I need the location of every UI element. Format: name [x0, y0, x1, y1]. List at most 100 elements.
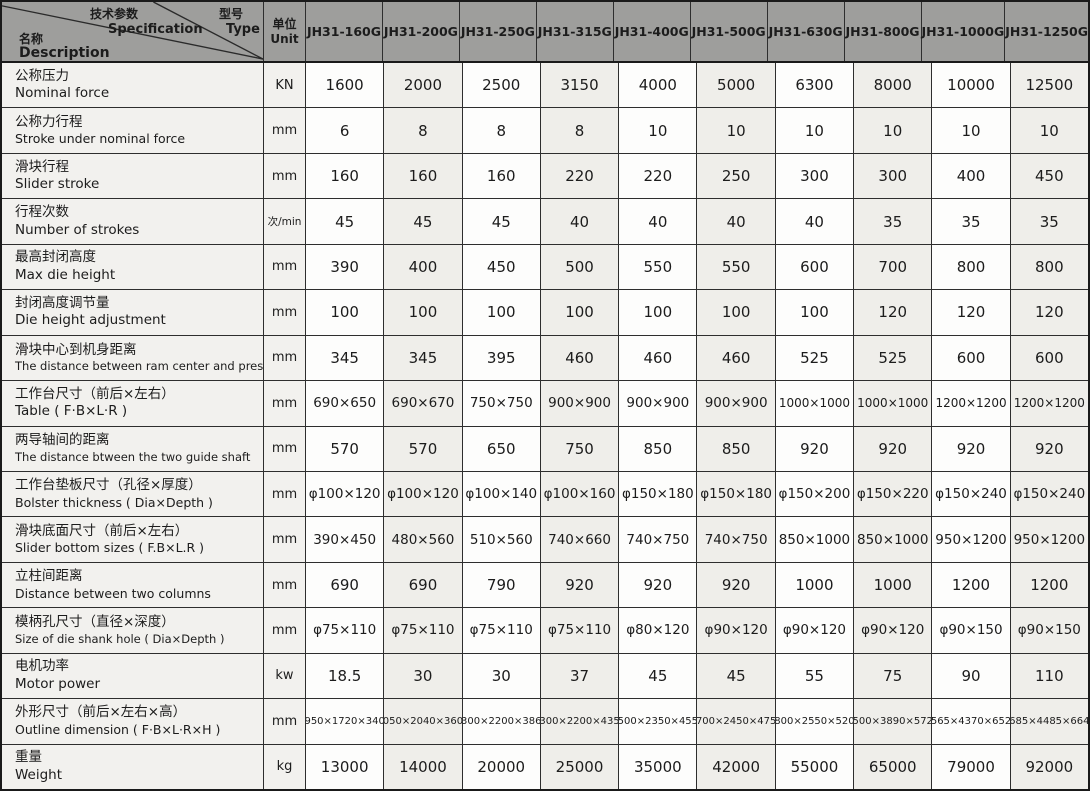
- row-label-en: Bolster thickness ( Dia×Depth ): [15, 494, 213, 510]
- model-column-header: JH31-630G: [768, 2, 845, 61]
- value-cell: 8: [384, 108, 463, 153]
- row-label-cn: 公称力行程: [15, 113, 83, 130]
- value-cell: 920: [1010, 426, 1088, 471]
- row-label: 行程次数 Number of strokes: [2, 199, 264, 244]
- row-label-cn: 两导轴间的距离: [15, 432, 110, 449]
- value-cell: 850×1000: [854, 517, 933, 562]
- value-cell: 8: [540, 108, 620, 153]
- value-cell: φ100×120: [306, 471, 385, 517]
- value-cell: φ90×120: [775, 608, 855, 653]
- value-cell: φ150×240: [1010, 471, 1088, 517]
- diagonal-divider-lines: [2, 2, 263, 60]
- value-cell: 25000: [540, 744, 620, 789]
- row-label: 电机功率 Motor power: [2, 653, 264, 699]
- value-cell: 13000: [306, 744, 385, 789]
- row-label: 公称力行程 Stroke under nominal force: [2, 108, 264, 153]
- value-cell: 10: [1010, 108, 1088, 153]
- row-label: 工作台垫板尺寸（孔径×厚度） Bolster thickness ( Dia×De…: [2, 471, 264, 517]
- row-label: 立柱间距离 Distance between two columns: [2, 562, 264, 608]
- unit-cell: mm: [264, 426, 306, 471]
- spec-label-en: Specification: [108, 22, 203, 37]
- value-cell: 45: [697, 653, 776, 699]
- value-cell: 920: [540, 562, 620, 608]
- value-cell: 950×1200: [1010, 517, 1088, 562]
- value-cell: 400: [384, 244, 463, 290]
- value-cell: φ100×160: [540, 471, 620, 517]
- table-row: 公称压力 Nominal force KN 1600 2000 2500 3150 4000 5…: [2, 63, 1088, 109]
- value-cell: 10: [697, 108, 776, 153]
- row-label-en: Stroke under nominal force: [15, 131, 186, 147]
- value-cell: 920: [932, 426, 1011, 471]
- row-label-cn: 滑块行程: [15, 158, 69, 175]
- unit-cell: mm: [264, 608, 306, 653]
- table-row: 外形尺寸（前后×左右×高） Outline dimension ( F·B×L·R…: [2, 699, 1088, 745]
- value-cell: 600: [932, 335, 1011, 381]
- type-label-cn: 型号: [219, 7, 244, 21]
- unit-cell: KN: [264, 63, 306, 108]
- value-cell: 100: [462, 290, 541, 335]
- value-cell: 79000: [932, 744, 1011, 789]
- table-body: 公称压力 Nominal force KN 1600 2000 2500 3150 4000 5…: [2, 63, 1088, 789]
- unit-cell: mm: [264, 244, 306, 290]
- value-cell: 390: [306, 244, 385, 290]
- value-cell: 92000: [1010, 744, 1088, 789]
- value-cell: 35: [1010, 199, 1088, 244]
- value-cell: 750: [540, 426, 620, 471]
- value-cell: 3150: [540, 63, 620, 108]
- row-label-cn: 滑块底面尺寸（前后×左右）: [15, 522, 189, 539]
- unit-cell: mm: [264, 153, 306, 199]
- row-label-cn: 外形尺寸（前后×左右×高）: [15, 704, 187, 721]
- value-cell: 220: [619, 153, 698, 199]
- row-label-en: Slider stroke: [15, 176, 100, 193]
- unit-cell: mm: [264, 517, 306, 562]
- value-cell: φ100×120: [384, 471, 463, 517]
- value-cell: 8: [462, 108, 541, 153]
- type-label-en: Type: [226, 22, 260, 37]
- value-cell: 10: [854, 108, 933, 153]
- table-header: 技术参数 Specification 型号 Type 名称 Descriptio…: [2, 2, 1088, 63]
- model-column-header: JH31-400G: [614, 2, 691, 61]
- value-cell: 510×560: [462, 517, 541, 562]
- model-column-header: JH31-500G: [691, 2, 768, 61]
- value-cell: φ150×180: [619, 471, 698, 517]
- value-cell: 570: [306, 426, 385, 471]
- row-label-cn: 电机功率: [15, 658, 69, 675]
- unit-header-cn: 单位: [272, 16, 297, 31]
- value-cell: 10: [619, 108, 698, 153]
- table-row: 工作台垫板尺寸（孔径×厚度） Bolster thickness ( Dia×De…: [2, 471, 1088, 518]
- value-cell: 950×1200: [932, 517, 1011, 562]
- value-cell: 10: [932, 108, 1011, 153]
- corner-cell: 技术参数 Specification 型号 Type 名称 Descriptio…: [2, 2, 264, 61]
- value-cell: φ90×120: [697, 608, 776, 653]
- table-row: 最高封闭高度 Max die height mm 390 400 450 500 550 550…: [2, 244, 1088, 291]
- value-cell: 35: [854, 199, 933, 244]
- value-cell: 1000: [854, 562, 933, 608]
- value-cell: 8000: [854, 63, 933, 108]
- unit-column-header: 单位 Unit: [264, 2, 306, 61]
- row-label: 最高封闭高度 Max die height: [2, 244, 264, 290]
- value-cell: 35: [932, 199, 1011, 244]
- value-cell: 20000: [462, 744, 541, 789]
- value-cell: 1950×1720×3400: [306, 699, 385, 744]
- value-cell: 1200: [932, 562, 1011, 608]
- unit-cell: mm: [264, 335, 306, 381]
- value-cell: 6300: [775, 63, 855, 108]
- value-cell: 1600: [306, 63, 385, 108]
- value-cell: 480×560: [384, 517, 463, 562]
- row-label-cn: 立柱间距离: [15, 568, 83, 585]
- value-cell: 850×1000: [775, 517, 855, 562]
- row-label-en: Motor power: [15, 675, 101, 692]
- value-cell: 600: [775, 244, 855, 290]
- table-row: 模柄孔尺寸（直径×深度） Size of die shank hole ( Dia…: [2, 608, 1088, 654]
- value-cell: 395: [462, 335, 541, 381]
- unit-cell: mm: [264, 381, 306, 426]
- model-column-header: JH31-250G: [460, 2, 537, 61]
- model-column-header: JH31-200G: [383, 2, 460, 61]
- row-label: 重量 Weight: [2, 744, 264, 789]
- table-row: 立柱间距离 Distance between two columns mm 690 69…: [2, 562, 1088, 609]
- value-cell: 5000: [697, 63, 776, 108]
- value-cell: 345: [384, 335, 463, 381]
- row-label-cn: 滑块中心到机身距离: [15, 341, 137, 358]
- value-cell: 12500: [1010, 63, 1088, 108]
